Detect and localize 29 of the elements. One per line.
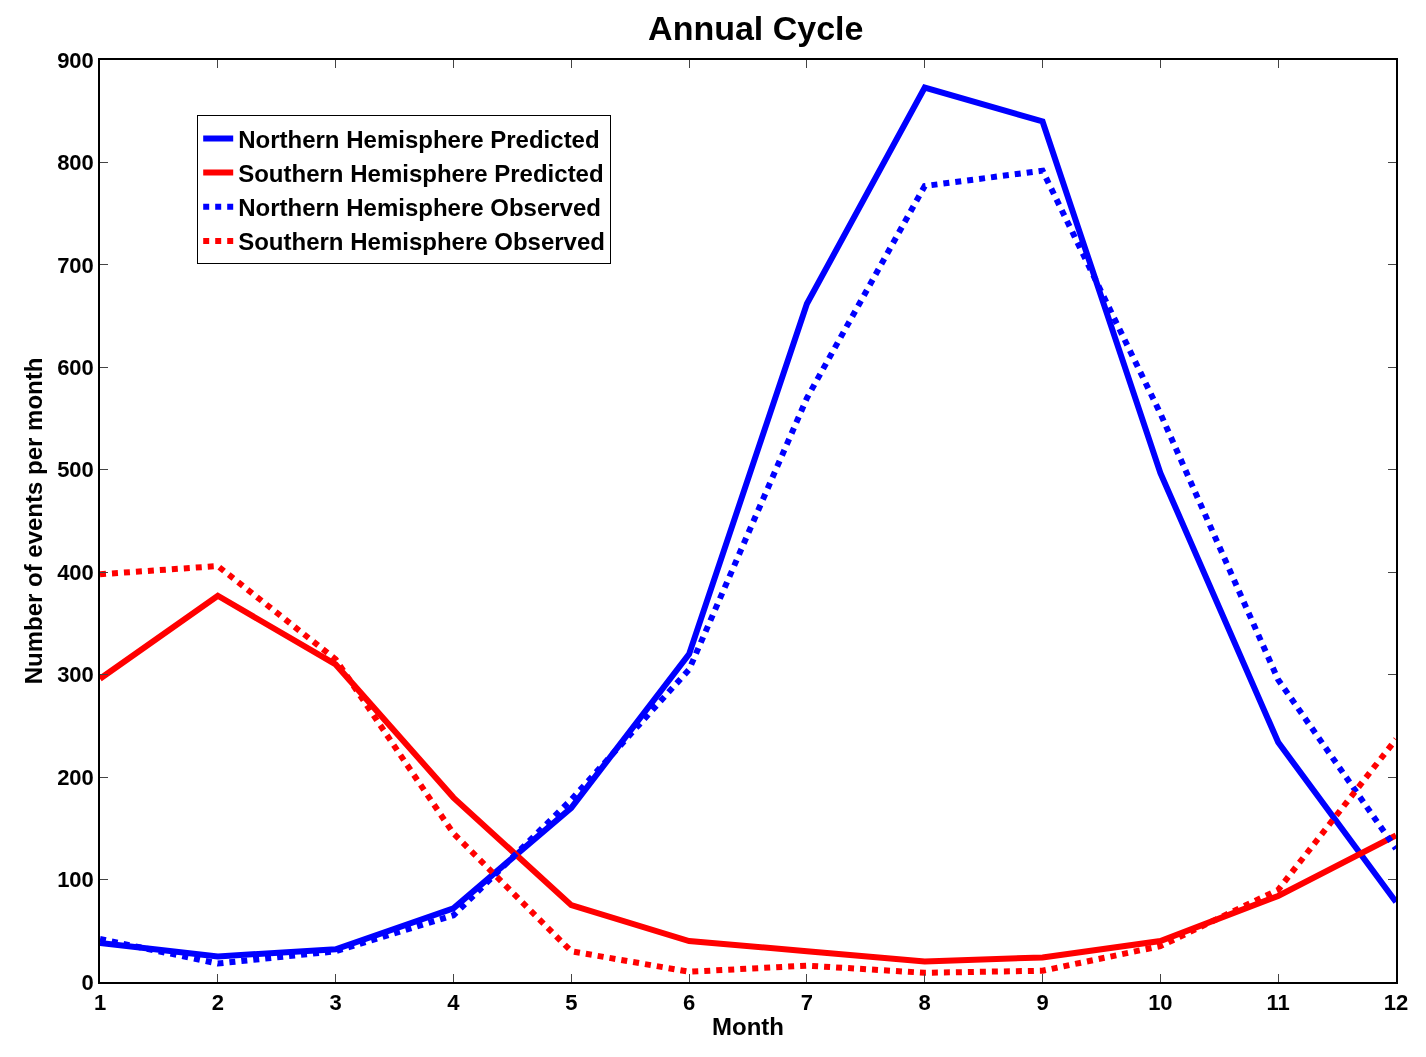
x-tick-label: 7 bbox=[800, 990, 814, 1016]
x-tick-label: 8 bbox=[918, 990, 931, 1016]
y-tick-label: 800 bbox=[57, 150, 94, 176]
chart-title: Annual Cycle bbox=[648, 8, 864, 47]
x-tick-label: 5 bbox=[565, 990, 578, 1016]
y-tick-label: 0 bbox=[81, 969, 94, 995]
y-tick-label: 900 bbox=[57, 47, 94, 73]
y-tick-label: 200 bbox=[57, 764, 94, 790]
x-tick-label: 10 bbox=[1148, 990, 1173, 1016]
x-axis-title: Month bbox=[712, 1012, 784, 1040]
x-tick-label: 12 bbox=[1383, 990, 1409, 1016]
x-tick-label: 1 bbox=[93, 990, 107, 1016]
x-tick-label: 9 bbox=[1036, 990, 1049, 1016]
x-tick-label: 3 bbox=[329, 990, 342, 1016]
x-tick-label: 6 bbox=[682, 990, 696, 1016]
legend-label: Southern Hemisphere Predicted bbox=[238, 159, 604, 187]
y-tick-label: 300 bbox=[57, 662, 94, 688]
y-tick-label: 100 bbox=[57, 867, 94, 893]
y-tick-label: 400 bbox=[57, 559, 94, 585]
legend-label: Northern Hemisphere Predicted bbox=[238, 125, 600, 153]
x-tick-label: 4 bbox=[447, 990, 461, 1016]
y-tick-label: 500 bbox=[57, 457, 94, 483]
y-axis-title: Number of events per month bbox=[19, 357, 47, 685]
legend-label: Northern Hemisphere Observed bbox=[238, 194, 601, 222]
legend-label: Southern Hemisphere Observed bbox=[238, 228, 605, 256]
y-tick-label: 600 bbox=[57, 355, 94, 381]
x-tick-label: 11 bbox=[1266, 990, 1290, 1016]
y-tick-label: 700 bbox=[57, 252, 94, 278]
x-tick-label: 2 bbox=[211, 990, 224, 1016]
